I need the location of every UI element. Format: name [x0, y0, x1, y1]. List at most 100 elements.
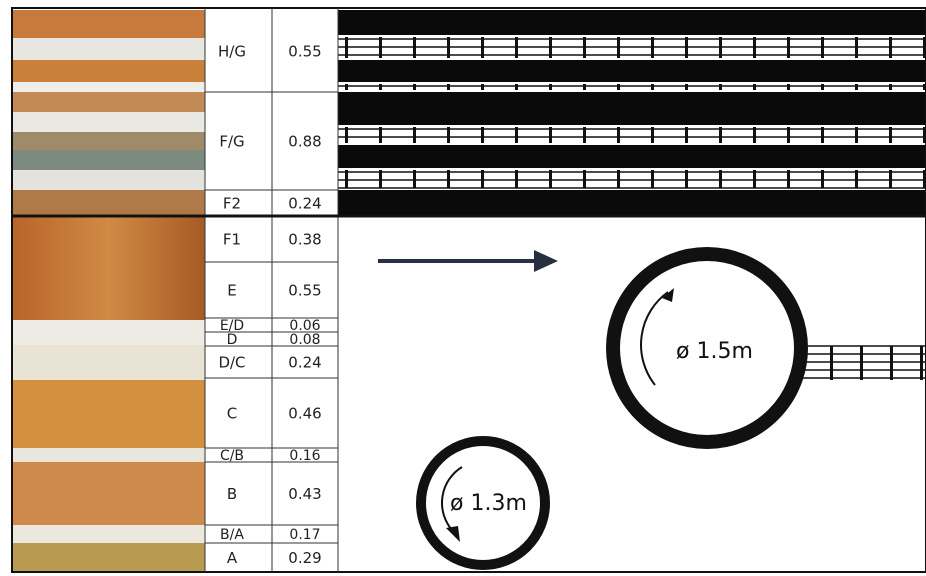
layer-thickness: 0.46: [288, 405, 321, 423]
core-band: [12, 150, 205, 170]
stripe-tick: [753, 170, 756, 188]
stripe-tick: [515, 170, 518, 188]
stripe-tick: [413, 37, 416, 58]
stripe-tick: [860, 346, 863, 380]
stripe-tick: [889, 37, 892, 58]
stripe-tick: [617, 37, 620, 58]
stripe-tick: [549, 37, 552, 58]
stripe-tick: [379, 84, 382, 90]
stripe-tick: [413, 84, 416, 90]
core-band: [12, 132, 205, 150]
stripe-pattern: [800, 346, 926, 380]
stripe-tick: [583, 127, 586, 143]
core-band: [12, 543, 205, 572]
stripe-tick: [515, 84, 518, 90]
stripe-tick: [719, 84, 722, 90]
core-band: [12, 216, 205, 320]
stripe-tick: [583, 170, 586, 188]
stripe-black: [338, 145, 926, 168]
core-band: [12, 112, 205, 132]
stripe-tick: [830, 346, 833, 380]
stripe-tick: [549, 127, 552, 143]
stripe-tick: [787, 37, 790, 58]
diagram: H/G0.55F/G0.88F20.24F10.38E0.55E/D0.06D0…: [0, 0, 926, 576]
stripe-tick: [719, 127, 722, 143]
stripe-black: [338, 92, 926, 125]
stripe-tick: [481, 84, 484, 90]
layer-thickness: 0.17: [289, 527, 320, 543]
stripe-tick: [549, 170, 552, 188]
core-band: [12, 10, 205, 38]
stripe-tick: [379, 127, 382, 143]
layer-label: F2: [223, 195, 241, 213]
large-diameter: ø 1.5m: [676, 339, 753, 364]
layer-thickness: 0.24: [288, 195, 321, 213]
stripe-tick: [753, 37, 756, 58]
core-band: [12, 448, 205, 462]
core-band: [12, 320, 205, 345]
core-band: [12, 82, 205, 92]
layer-thickness: 0.29: [288, 549, 321, 567]
stripe-tick: [651, 170, 654, 188]
stripe-tick: [617, 127, 620, 143]
core-band: [12, 190, 205, 216]
stripe-tick: [855, 37, 858, 58]
stripe-tick: [889, 127, 892, 143]
layer-label: C: [227, 405, 237, 423]
core-band: [12, 38, 205, 60]
core-band: [12, 462, 205, 525]
stripe-tick: [719, 37, 722, 58]
stripe-tick: [617, 84, 620, 90]
layer-label: F1: [223, 231, 241, 249]
stripe-tick: [719, 170, 722, 188]
stripe-tick: [447, 84, 450, 90]
core-band: [12, 170, 205, 190]
stripe-tick: [651, 37, 654, 58]
stripe-tick: [821, 127, 824, 143]
core-photo: [12, 10, 205, 572]
stripe-black: [338, 60, 926, 82]
stripe-tick: [821, 84, 824, 90]
stripe-tick: [515, 127, 518, 143]
stripe-tick: [890, 346, 893, 380]
stripe-tick: [515, 37, 518, 58]
stripe-tick: [447, 127, 450, 143]
stripe-pattern: [338, 10, 926, 216]
core-band: [12, 345, 205, 380]
stripe-tick: [481, 170, 484, 188]
layer-thickness: 0.24: [288, 354, 321, 372]
stripe-tick: [651, 127, 654, 143]
stripe-tick: [855, 170, 858, 188]
small-diameter: ø 1.3m: [450, 491, 527, 516]
stripe-tick: [413, 127, 416, 143]
layer-label: F/G: [219, 133, 244, 151]
layer-thickness: 0.88: [288, 133, 321, 151]
stripe-tick: [379, 170, 382, 188]
stripe-tick: [583, 37, 586, 58]
stripe-tick: [447, 170, 450, 188]
stripe-tick: [685, 37, 688, 58]
stripe-tick: [379, 37, 382, 58]
stripe-black: [338, 190, 926, 216]
layer-label: E: [227, 282, 236, 300]
stripe-tick: [821, 170, 824, 188]
layer-thickness: 0.43: [288, 485, 321, 503]
stripe-tick: [685, 84, 688, 90]
core-band: [12, 92, 205, 112]
stripe-tick: [920, 346, 923, 380]
arrow-head: [534, 250, 558, 272]
stripe-tick: [787, 84, 790, 90]
stripe-tick: [821, 37, 824, 58]
stripe-tick: [345, 84, 348, 90]
layer-label: D/C: [218, 354, 245, 372]
layer-label: B: [227, 485, 237, 503]
stripe-tick: [685, 127, 688, 143]
stripe-tick: [651, 84, 654, 90]
layer-label: H/G: [218, 43, 246, 61]
layer-thickness: 0.55: [288, 282, 321, 300]
stripe-tick: [753, 84, 756, 90]
stripe-tick: [889, 84, 892, 90]
stripe-tick: [345, 127, 348, 143]
stripe-tick: [855, 84, 858, 90]
stripe-tick: [481, 37, 484, 58]
